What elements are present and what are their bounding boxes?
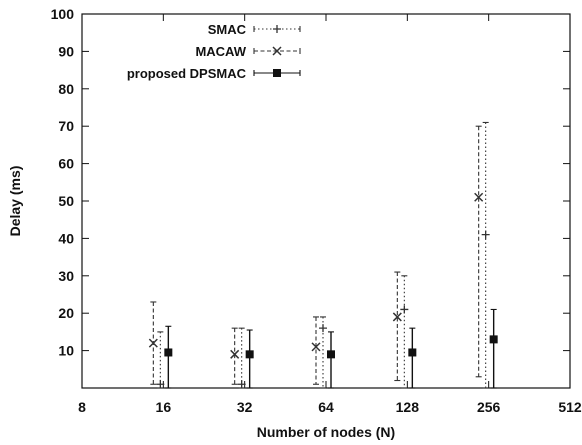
square-marker [245, 350, 254, 359]
y-axis-title: Delay (ms) [7, 166, 23, 237]
x-tick-label: 16 [156, 399, 172, 415]
square-marker [489, 335, 498, 344]
plus-marker [481, 230, 490, 239]
y-tick-label: 60 [58, 156, 74, 172]
x-tick-label: 32 [237, 399, 253, 415]
x-axis: 8 16 32 64 128 256 512 [78, 14, 582, 415]
square-marker [164, 348, 173, 357]
y-tick-label: 10 [58, 343, 74, 359]
y-tick-label: 80 [58, 81, 74, 97]
cross-marker [272, 46, 282, 56]
y-tick-label: 20 [58, 305, 74, 321]
square-marker [408, 348, 417, 357]
x-tick-label: 64 [318, 399, 334, 415]
legend-label: MACAW [195, 44, 246, 59]
plus-marker [319, 324, 327, 333]
legend-label: SMAC [208, 22, 247, 37]
legend: SMAC MACAW proposed DPSMAC [127, 22, 301, 81]
x-tick-label: 128 [396, 399, 420, 415]
plus-marker [273, 25, 281, 33]
y-tick-label: 100 [51, 6, 75, 22]
cross-marker [230, 349, 240, 359]
y-tick-label: 90 [58, 43, 74, 59]
y-tick-label: 40 [58, 230, 74, 246]
x-tick-label: 8 [78, 399, 86, 415]
series-proposed-dpsmac [164, 308, 498, 389]
y-tick-label: 30 [58, 268, 74, 284]
square-marker [273, 69, 281, 77]
cross-marker [474, 192, 484, 202]
plus-marker [400, 305, 409, 314]
series-macaw [148, 125, 484, 385]
y-tick-label: 70 [58, 118, 74, 134]
x-tick-label: 256 [477, 399, 501, 415]
series-layer [148, 121, 498, 389]
series-smac [156, 121, 490, 389]
plus-marker [237, 380, 246, 389]
y-tick-label: 50 [58, 193, 74, 209]
square-marker [327, 350, 335, 359]
y-axis: 10 20 30 40 50 60 70 80 90 100 [51, 6, 570, 359]
x-axis-title: Number of nodes (N) [257, 424, 395, 440]
cross-marker [148, 338, 158, 348]
legend-label: proposed DPSMAC [127, 66, 247, 81]
plus-marker [156, 380, 165, 389]
x-tick-label: 512 [558, 399, 582, 415]
cross-marker [311, 342, 321, 352]
cross-marker [392, 312, 402, 322]
